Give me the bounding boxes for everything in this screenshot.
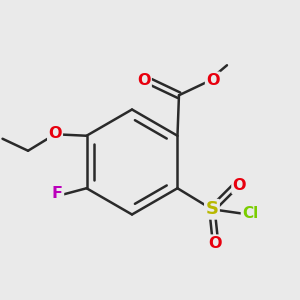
Text: O: O bbox=[137, 73, 151, 88]
Text: O: O bbox=[208, 236, 222, 250]
Text: O: O bbox=[206, 73, 220, 88]
Text: F: F bbox=[52, 186, 63, 201]
Text: S: S bbox=[206, 200, 218, 218]
Text: O: O bbox=[232, 178, 246, 193]
Text: Cl: Cl bbox=[242, 206, 258, 220]
Text: O: O bbox=[48, 126, 62, 141]
